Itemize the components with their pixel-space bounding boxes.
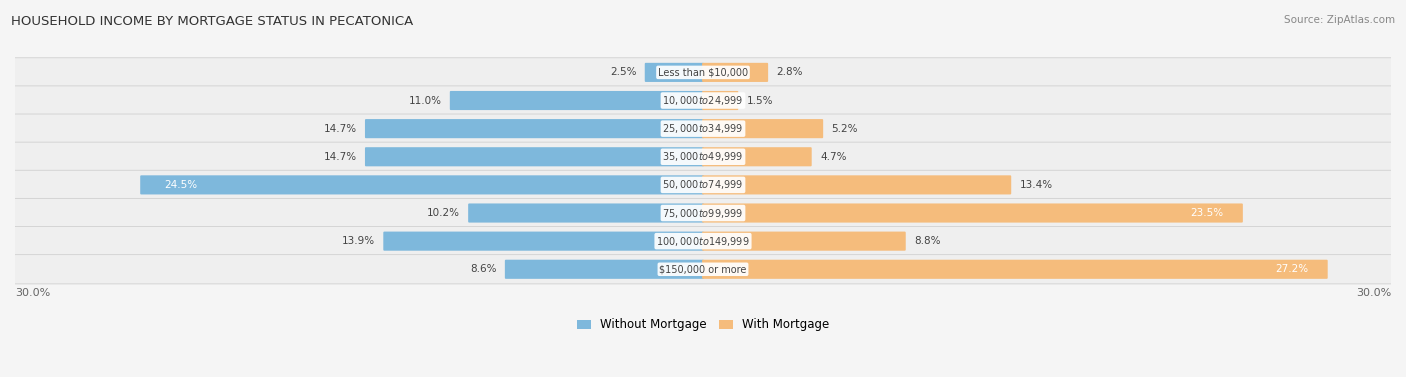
Text: 24.5%: 24.5% — [165, 180, 197, 190]
Text: 14.7%: 14.7% — [323, 124, 357, 133]
FancyBboxPatch shape — [702, 175, 1011, 195]
Text: $35,000 to $49,999: $35,000 to $49,999 — [662, 150, 744, 163]
FancyBboxPatch shape — [141, 175, 704, 195]
FancyBboxPatch shape — [384, 231, 704, 251]
FancyBboxPatch shape — [14, 170, 1392, 199]
Text: $10,000 to $24,999: $10,000 to $24,999 — [662, 94, 744, 107]
FancyBboxPatch shape — [14, 227, 1392, 256]
FancyBboxPatch shape — [645, 63, 704, 82]
Text: 5.2%: 5.2% — [831, 124, 858, 133]
FancyBboxPatch shape — [702, 63, 768, 82]
Text: $25,000 to $34,999: $25,000 to $34,999 — [662, 122, 744, 135]
FancyBboxPatch shape — [366, 119, 704, 138]
FancyBboxPatch shape — [14, 86, 1392, 115]
FancyBboxPatch shape — [702, 91, 738, 110]
Text: $150,000 or more: $150,000 or more — [659, 264, 747, 274]
Text: $50,000 to $74,999: $50,000 to $74,999 — [662, 178, 744, 192]
Text: 1.5%: 1.5% — [747, 95, 773, 106]
FancyBboxPatch shape — [450, 91, 704, 110]
FancyBboxPatch shape — [468, 204, 704, 222]
Text: Less than $10,000: Less than $10,000 — [658, 67, 748, 77]
Text: 30.0%: 30.0% — [15, 288, 51, 297]
Text: Source: ZipAtlas.com: Source: ZipAtlas.com — [1284, 15, 1395, 25]
FancyBboxPatch shape — [702, 147, 811, 166]
Text: 2.5%: 2.5% — [610, 67, 637, 77]
FancyBboxPatch shape — [14, 58, 1392, 87]
FancyBboxPatch shape — [366, 147, 704, 166]
FancyBboxPatch shape — [702, 204, 1243, 222]
Text: 13.4%: 13.4% — [1019, 180, 1053, 190]
FancyBboxPatch shape — [702, 119, 823, 138]
Text: 14.7%: 14.7% — [323, 152, 357, 162]
Text: 11.0%: 11.0% — [409, 95, 441, 106]
Text: 10.2%: 10.2% — [427, 208, 460, 218]
Text: 8.8%: 8.8% — [914, 236, 941, 246]
Text: HOUSEHOLD INCOME BY MORTGAGE STATUS IN PECATONICA: HOUSEHOLD INCOME BY MORTGAGE STATUS IN P… — [11, 15, 413, 28]
Text: $100,000 to $149,999: $100,000 to $149,999 — [657, 234, 749, 248]
FancyBboxPatch shape — [14, 142, 1392, 172]
Text: 4.7%: 4.7% — [820, 152, 846, 162]
FancyBboxPatch shape — [505, 260, 704, 279]
Text: 23.5%: 23.5% — [1191, 208, 1223, 218]
Text: $75,000 to $99,999: $75,000 to $99,999 — [662, 207, 744, 219]
FancyBboxPatch shape — [14, 254, 1392, 284]
Text: 13.9%: 13.9% — [342, 236, 375, 246]
FancyBboxPatch shape — [702, 231, 905, 251]
Text: 8.6%: 8.6% — [470, 264, 496, 274]
FancyBboxPatch shape — [702, 260, 1327, 279]
FancyBboxPatch shape — [14, 198, 1392, 228]
Text: 30.0%: 30.0% — [1355, 288, 1391, 297]
Legend: Without Mortgage, With Mortgage: Without Mortgage, With Mortgage — [574, 315, 832, 335]
Text: 27.2%: 27.2% — [1275, 264, 1309, 274]
Text: 2.8%: 2.8% — [776, 67, 803, 77]
FancyBboxPatch shape — [14, 114, 1392, 143]
